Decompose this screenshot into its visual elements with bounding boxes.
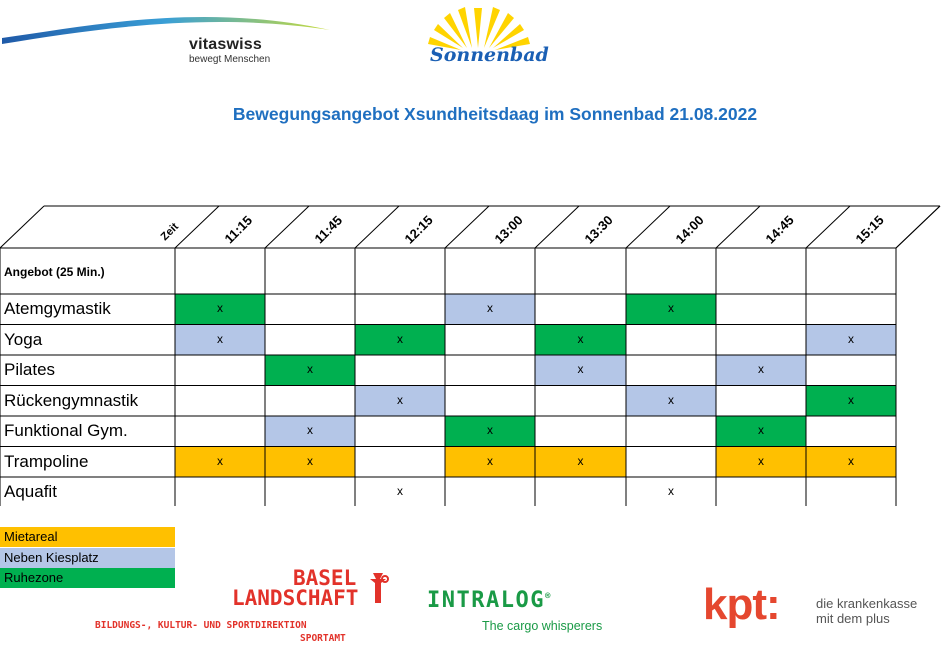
schedule-mark: x xyxy=(758,423,764,437)
schedule-mark: x xyxy=(397,484,403,498)
table-gridline xyxy=(174,205,220,249)
schedule-cell-fill xyxy=(626,385,716,416)
schedule-cell-fill xyxy=(535,355,626,386)
table-gridline xyxy=(625,205,671,249)
vitaswiss-logo-name: vitaswiss xyxy=(189,36,262,53)
row-label: Yoga xyxy=(4,329,43,349)
kpt-slogan-line2: mit dem plus xyxy=(816,611,890,626)
vitaswiss-swoosh-icon xyxy=(2,16,330,44)
schedule-cell-fill xyxy=(265,355,355,386)
schedule-mark: x xyxy=(397,331,403,346)
intralog-logo: INTRALOG® xyxy=(427,588,552,613)
schedule-mark: x xyxy=(217,301,223,315)
schedule-mark: x xyxy=(848,392,854,407)
schedule-cell-fill xyxy=(806,385,896,416)
bl-logo-line2: LANDSCHAFT xyxy=(232,586,359,610)
schedule-cell-fill xyxy=(445,294,535,325)
schedule-cell-fill xyxy=(355,324,445,355)
schedule-cell-fill xyxy=(806,446,896,477)
header-angebot-label: Angebot (25 Min.) xyxy=(4,265,105,279)
schedule-cell-fill xyxy=(626,294,716,325)
table-gridline xyxy=(444,205,490,249)
row-label: Funktional Gym. xyxy=(4,421,128,440)
row-label: Trampoline xyxy=(4,451,89,471)
schedule-cell-fill xyxy=(535,324,626,355)
table-gridline xyxy=(805,205,851,249)
schedule-cell-fill xyxy=(806,324,896,355)
schedule-cell-fill xyxy=(175,446,265,477)
legend-item: Mietareal xyxy=(0,527,175,547)
schedule-mark: x xyxy=(668,484,674,498)
schedule-mark: x xyxy=(668,392,674,407)
row-label: Pilates xyxy=(4,360,56,379)
schedule-mark: x xyxy=(487,423,493,437)
schedule-mark: x xyxy=(577,362,584,376)
schedule-cell-fill xyxy=(175,294,265,325)
schedule-cell-fill xyxy=(175,324,265,355)
row-label: Atemgymastik xyxy=(4,299,111,318)
bl-logo-subtitle: BILDUNGS-, KULTUR- UND SPORTDIREKTION xyxy=(95,620,307,631)
schedule-mark: x xyxy=(217,331,223,346)
sonnenbad-logo-text: Sonnenbad xyxy=(430,44,549,66)
schedule-mark: x xyxy=(848,453,854,468)
table-gridline xyxy=(354,205,400,249)
schedule-mark: x xyxy=(397,392,403,407)
schedule-cell-fill xyxy=(716,446,806,477)
kpt-slogan-line1: die krankenkasse xyxy=(816,596,918,611)
schedule-mark: x xyxy=(217,453,223,468)
schedule-cell-fill xyxy=(355,385,445,416)
vitaswiss-logo-tagline: bewegt Menschen xyxy=(189,54,271,65)
bl-logo-subtitle2: SPORTAMT xyxy=(300,633,346,644)
row-label: Aquafit xyxy=(4,482,57,501)
schedule-mark: x xyxy=(577,453,584,468)
schedule-mark: x xyxy=(307,423,313,437)
schedule-mark: x xyxy=(487,301,493,315)
schedule-table xyxy=(0,205,941,506)
page-title: Bewegungsangebot Xsundheitsdaag im Sonne… xyxy=(232,104,758,124)
schedule-cell-fill xyxy=(265,446,355,477)
schedule-cell-fill xyxy=(445,416,535,447)
schedule-mark: x xyxy=(307,453,313,468)
table-gridline xyxy=(715,205,761,249)
kpt-logo: kpt: xyxy=(703,580,781,629)
table-gridline xyxy=(0,205,45,249)
row-label: Rückengymnastik xyxy=(4,390,139,410)
table-gridline xyxy=(534,205,580,249)
schedule-mark: x xyxy=(668,301,674,315)
intralog-registered-mark: ® xyxy=(544,591,552,602)
table-gridline xyxy=(264,205,310,249)
legend-item: Ruhezone xyxy=(0,568,175,588)
table-gridline xyxy=(895,205,941,249)
schedule-cell-fill xyxy=(535,446,626,477)
schedule-mark: x xyxy=(758,453,764,468)
basel-staff-icon xyxy=(370,573,389,603)
schedule-cell-fill xyxy=(265,416,355,447)
schedule-mark: x xyxy=(307,362,313,376)
intralog-slogan: The cargo whisperers xyxy=(482,619,603,633)
schedule-mark: x xyxy=(487,453,493,468)
schedule-mark: x xyxy=(577,331,584,346)
intralog-logo-text: INTRALOG xyxy=(427,588,545,613)
sun-icon xyxy=(428,7,530,50)
legend-item: Neben Kiesplatz xyxy=(0,547,175,568)
schedule-mark: x xyxy=(758,362,764,376)
bl-logo-line1: BASEL xyxy=(293,566,357,590)
schedule-cell-fill xyxy=(445,446,535,477)
schedule-cell-fill xyxy=(716,355,806,386)
schedule-mark: x xyxy=(848,331,854,346)
schedule-cell-fill xyxy=(716,416,806,447)
